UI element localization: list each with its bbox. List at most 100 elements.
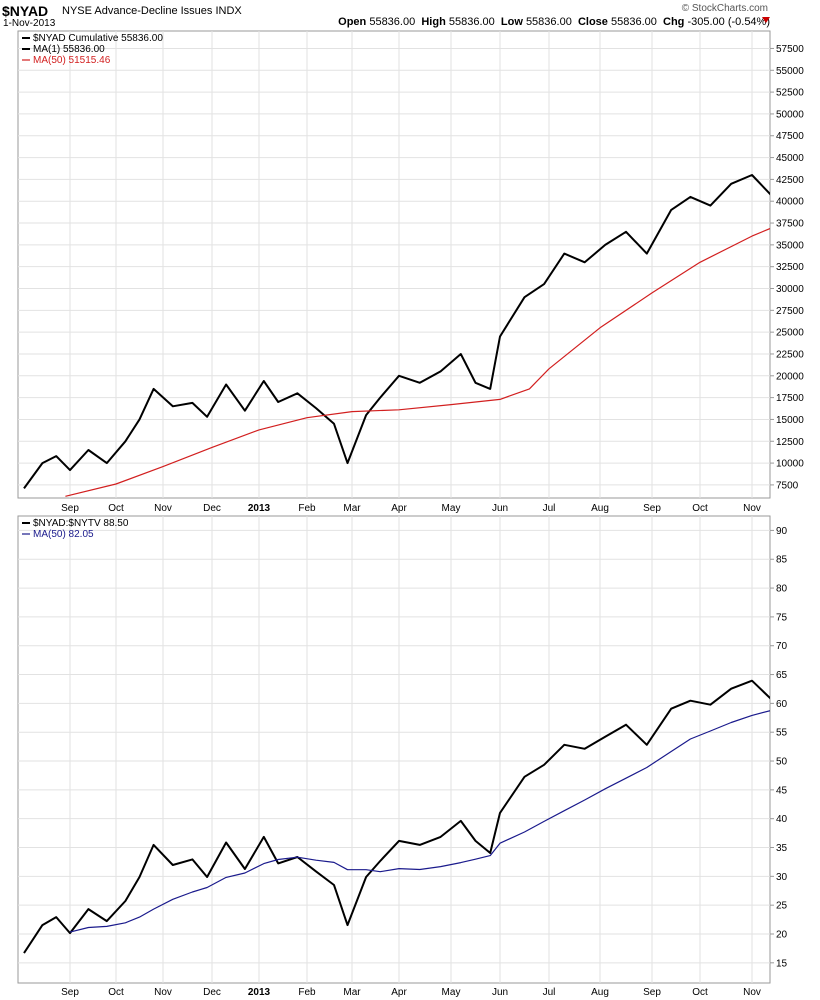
chart-panel-1: 7500 10000 12500 15000 17500 20000 22500 25000 2… xyxy=(17,30,804,514)
ma50-line xyxy=(69,710,770,933)
x-tick-label: Mar xyxy=(343,503,361,514)
x-tick-label: Nov xyxy=(154,987,172,998)
quote-date: 1-Nov-2013 xyxy=(3,18,56,29)
y-tick-label: 20 xyxy=(776,929,788,940)
plot-frame xyxy=(17,30,771,499)
y-tick-label: 32500 xyxy=(776,262,804,273)
y-tick-label: 15 xyxy=(776,958,788,969)
y-tick-label: 55 xyxy=(776,728,788,739)
x-tick-label: Aug xyxy=(591,987,609,998)
grid-lines xyxy=(18,516,770,983)
x-tick-label: Sep xyxy=(61,503,79,514)
y-tick-label: 50000 xyxy=(776,109,804,120)
price-line xyxy=(23,174,770,489)
y-tick-label: 27500 xyxy=(776,306,804,317)
y-tick-label: 80 xyxy=(776,584,788,595)
symbol-description: NYSE Advance-Decline Issues INDX xyxy=(62,5,242,17)
x-tick-label: Oct xyxy=(692,987,708,998)
low-value: 55836.00 xyxy=(525,16,572,28)
x-tick-label: Nov xyxy=(154,503,172,514)
chg-value: -305.00 (-0.54%) xyxy=(687,16,770,28)
x-tick-label: Nov xyxy=(743,987,761,998)
x-tick-label: Jul xyxy=(543,987,556,998)
y-tick-label: 30 xyxy=(776,872,788,883)
x-tick-label: Oct xyxy=(108,987,124,998)
y-tick-label: 40 xyxy=(776,814,788,825)
y-tick-label: 60 xyxy=(776,699,788,710)
y-tick-label: 75 xyxy=(776,612,788,623)
x-tick-label: Oct xyxy=(692,503,708,514)
x-tick-label: Feb xyxy=(298,987,316,998)
x-tick-label: Mar xyxy=(343,987,361,998)
x-tick-label: Aug xyxy=(591,503,609,514)
x-tick-label: 2013 xyxy=(248,987,271,998)
y-tick-label: 42500 xyxy=(776,175,804,186)
x-tick-label: Apr xyxy=(391,503,407,514)
close-value: 55836.00 xyxy=(610,16,657,28)
open-label: Open xyxy=(338,16,367,28)
x-tick-label: May xyxy=(442,987,461,998)
grid-lines xyxy=(18,31,770,498)
close-label: Close xyxy=(577,16,608,28)
y-tick-label: 55000 xyxy=(776,66,804,77)
y-tick-label: 40000 xyxy=(776,197,804,208)
high-value: 55836.00 xyxy=(448,16,495,28)
symbol-title: $NYAD xyxy=(2,3,49,19)
x-tick-label: Feb xyxy=(298,503,316,514)
x-tick-label: 2013 xyxy=(248,503,271,514)
x-tick-label: Apr xyxy=(391,987,407,998)
y-tick-label: 47500 xyxy=(776,131,804,142)
y-tick-label: 45000 xyxy=(776,153,804,164)
high-label: High xyxy=(421,16,446,28)
plot-frame xyxy=(17,515,771,984)
x-tick-label: Jun xyxy=(492,503,508,514)
chart-panel-2: 15 20 25 30 35 40 45 50 55 60 65 70 75 80 85 90 Sep Oct No… xyxy=(17,515,788,998)
chart-header: $NYAD NYSE Advance-Decline Issues INDX 1… xyxy=(0,0,820,30)
open-value: 55836.00 xyxy=(369,16,416,28)
x-tick-label: Oct xyxy=(108,503,124,514)
y-tick-label: 65 xyxy=(776,670,788,681)
y-tick-label: 85 xyxy=(776,555,788,566)
ohlc-readout: Open 55836.00 High 55836.00 Low 55836.00… xyxy=(338,16,770,28)
price-line xyxy=(23,679,770,954)
y-tick-label: 20000 xyxy=(776,371,804,382)
y-tick-label: 25 xyxy=(776,901,788,912)
x-tick-label: Dec xyxy=(203,503,221,514)
y-tick-label: 17500 xyxy=(776,393,804,404)
y-tick-label: 35000 xyxy=(776,240,804,251)
y-tick-label: 50 xyxy=(776,757,788,768)
y-tick-label: 35 xyxy=(776,843,788,854)
x-tick-label: Jul xyxy=(543,503,556,514)
y-tick-label: 57500 xyxy=(776,44,804,55)
triangle-down-icon xyxy=(762,17,770,23)
y-tick-label: 12500 xyxy=(776,437,804,448)
x-tick-label: Nov xyxy=(743,503,761,514)
x-tick-label: Sep xyxy=(643,987,661,998)
legend-label: MA(50) 82.05 xyxy=(33,529,94,540)
legend-label: MA(1) 55836.00 xyxy=(33,44,105,55)
legend-label: $NYAD:$NYTV 88.50 xyxy=(33,518,129,529)
y-tick-label: 25000 xyxy=(776,328,804,339)
y-tick-label: 45 xyxy=(776,785,788,796)
x-tick-label: Dec xyxy=(203,987,221,998)
y-tick-label: 22500 xyxy=(776,349,804,360)
chg-label: Chg xyxy=(663,16,685,28)
ma50-line xyxy=(65,227,770,497)
legend-label: $NYAD Cumulative 55836.00 xyxy=(33,33,163,44)
y-tick-label: 70 xyxy=(776,641,788,652)
legend-label: MA(50) 51515.46 xyxy=(33,55,111,66)
y-tick-label: 90 xyxy=(776,526,788,537)
x-tick-label: Sep xyxy=(61,987,79,998)
x-tick-label: Sep xyxy=(643,503,661,514)
low-label: Low xyxy=(500,16,523,28)
y-tick-label: 37500 xyxy=(776,219,804,230)
y-tick-label: 30000 xyxy=(776,284,804,295)
y-tick-label: 15000 xyxy=(776,415,804,426)
source-logo[interactable]: © StockCharts.com xyxy=(681,3,768,14)
y-tick-label: 10000 xyxy=(776,459,804,470)
x-tick-label: Jun xyxy=(492,987,508,998)
x-tick-label: May xyxy=(442,503,461,514)
y-tick-label: 52500 xyxy=(776,88,804,99)
y-tick-label: 7500 xyxy=(776,480,799,491)
